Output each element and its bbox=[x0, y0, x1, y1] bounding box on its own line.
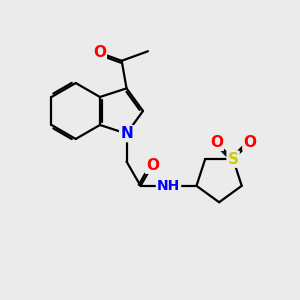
Text: O: O bbox=[210, 135, 223, 150]
Text: N: N bbox=[120, 126, 133, 141]
Text: S: S bbox=[228, 152, 238, 167]
Text: NH: NH bbox=[157, 179, 180, 193]
Text: O: O bbox=[146, 158, 159, 173]
Text: O: O bbox=[93, 45, 106, 60]
Text: O: O bbox=[243, 135, 256, 150]
